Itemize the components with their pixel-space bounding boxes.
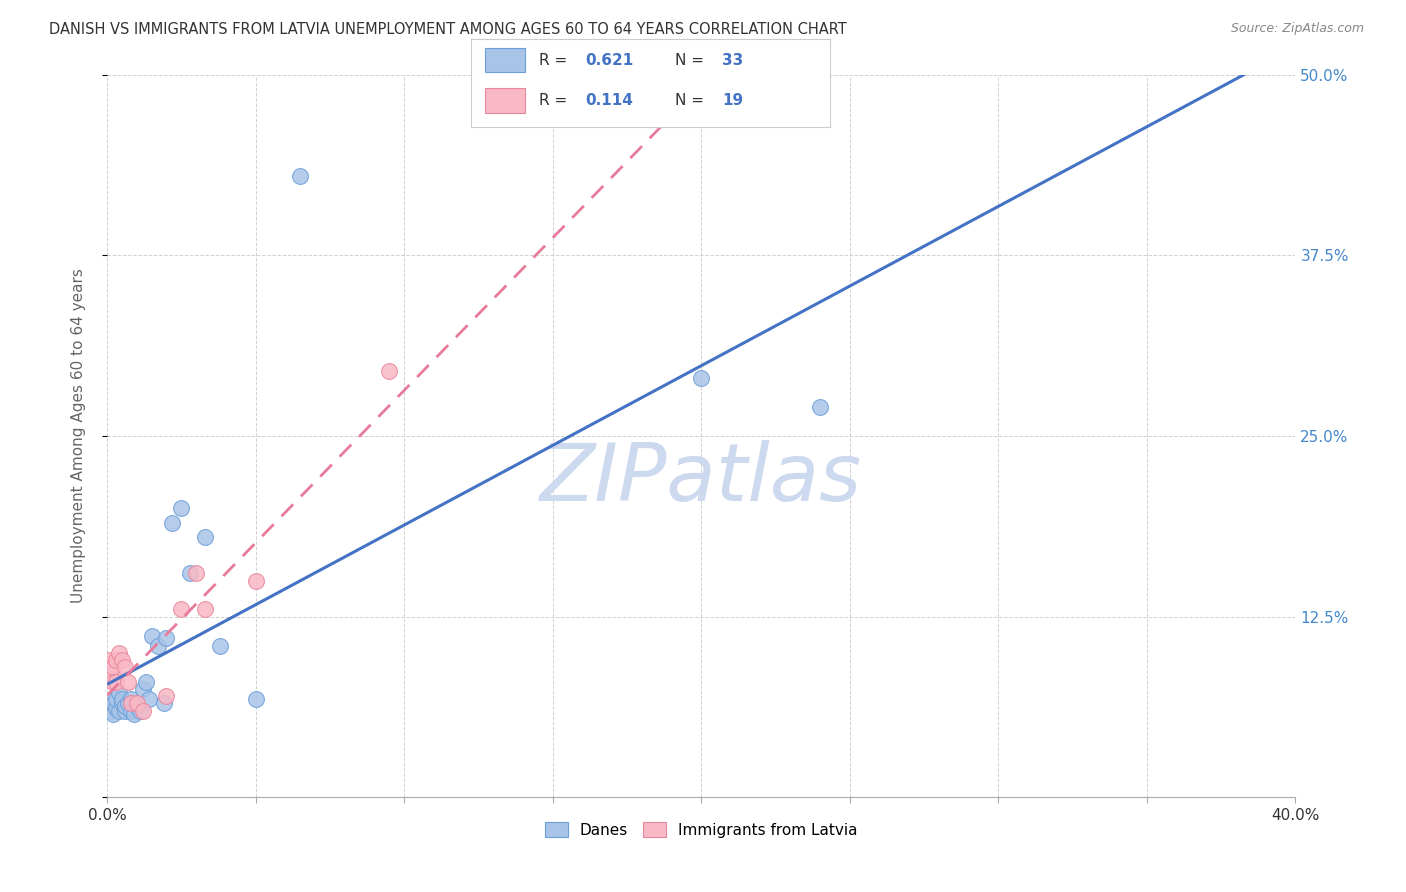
Text: 33: 33 <box>723 53 744 68</box>
Point <box>132 704 155 718</box>
Point <box>125 697 148 711</box>
Text: 19: 19 <box>723 93 744 108</box>
Text: N =: N = <box>675 93 709 108</box>
Point <box>194 602 217 616</box>
Point <box>108 704 131 718</box>
Point <box>104 653 127 667</box>
Point <box>114 699 136 714</box>
Point <box>138 692 160 706</box>
Point <box>104 674 127 689</box>
Text: N =: N = <box>675 53 709 68</box>
Point <box>120 692 142 706</box>
Point <box>98 704 121 718</box>
Point <box>101 706 124 721</box>
Point <box>108 646 131 660</box>
Point <box>114 704 136 718</box>
Point <box>120 704 142 718</box>
Y-axis label: Unemployment Among Ages 60 to 64 years: Unemployment Among Ages 60 to 64 years <box>72 268 86 603</box>
Point <box>194 530 217 544</box>
FancyBboxPatch shape <box>485 88 524 112</box>
Text: 0.114: 0.114 <box>586 93 634 108</box>
Point <box>170 501 193 516</box>
Point <box>155 690 177 704</box>
Legend: Danes, Immigrants from Latvia: Danes, Immigrants from Latvia <box>538 816 865 844</box>
Point <box>98 667 121 681</box>
Point <box>179 566 201 581</box>
Point <box>690 371 713 385</box>
Point <box>104 692 127 706</box>
Point <box>122 706 145 721</box>
Point <box>170 602 193 616</box>
Text: DANISH VS IMMIGRANTS FROM LATVIA UNEMPLOYMENT AMONG AGES 60 TO 64 YEARS CORRELAT: DANISH VS IMMIGRANTS FROM LATVIA UNEMPLO… <box>49 22 846 37</box>
Text: Source: ZipAtlas.com: Source: ZipAtlas.com <box>1230 22 1364 36</box>
Point <box>808 400 831 414</box>
Point <box>108 686 131 700</box>
Point <box>135 674 157 689</box>
Point <box>111 653 134 667</box>
Text: 0.621: 0.621 <box>586 53 634 68</box>
Text: R =: R = <box>538 53 572 68</box>
Point <box>120 697 142 711</box>
Point <box>117 697 139 711</box>
Point <box>101 697 124 711</box>
Point <box>111 692 134 706</box>
Text: R =: R = <box>538 93 572 108</box>
Text: ZIPatlas: ZIPatlas <box>540 441 862 518</box>
Point <box>104 701 127 715</box>
Point <box>155 632 177 646</box>
Point <box>208 639 231 653</box>
Point <box>152 697 174 711</box>
Point <box>114 660 136 674</box>
Point <box>98 653 121 667</box>
Point <box>162 516 184 530</box>
Point <box>245 574 267 588</box>
Point <box>132 681 155 696</box>
Point <box>245 692 267 706</box>
Point <box>290 169 312 183</box>
Point <box>186 566 208 581</box>
Point <box>378 364 401 378</box>
Point <box>101 660 124 674</box>
FancyBboxPatch shape <box>485 48 524 72</box>
Point <box>117 674 139 689</box>
Point <box>141 628 163 642</box>
Point <box>125 699 148 714</box>
Point <box>101 674 124 689</box>
Point <box>128 704 150 718</box>
Point <box>111 697 134 711</box>
Point <box>146 639 169 653</box>
